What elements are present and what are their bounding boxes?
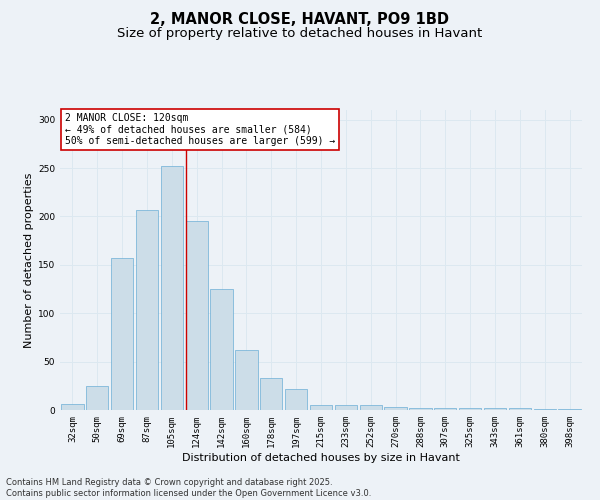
Bar: [235, 350, 257, 410]
Bar: [86, 386, 109, 410]
Text: 2, MANOR CLOSE, HAVANT, PO9 1BD: 2, MANOR CLOSE, HAVANT, PO9 1BD: [151, 12, 449, 28]
Bar: [434, 408, 457, 410]
Bar: [211, 289, 233, 410]
Bar: [61, 404, 83, 410]
X-axis label: Distribution of detached houses by size in Havant: Distribution of detached houses by size …: [182, 452, 460, 462]
Bar: [509, 408, 531, 410]
Y-axis label: Number of detached properties: Number of detached properties: [24, 172, 34, 348]
Text: 2 MANOR CLOSE: 120sqm
← 49% of detached houses are smaller (584)
50% of semi-det: 2 MANOR CLOSE: 120sqm ← 49% of detached …: [65, 113, 335, 146]
Bar: [385, 407, 407, 410]
Bar: [161, 166, 183, 410]
Bar: [533, 409, 556, 410]
Bar: [136, 210, 158, 410]
Text: Size of property relative to detached houses in Havant: Size of property relative to detached ho…: [118, 28, 482, 40]
Bar: [459, 408, 481, 410]
Bar: [260, 378, 283, 410]
Bar: [285, 388, 307, 410]
Bar: [310, 405, 332, 410]
Text: Contains HM Land Registry data © Crown copyright and database right 2025.
Contai: Contains HM Land Registry data © Crown c…: [6, 478, 371, 498]
Bar: [559, 409, 581, 410]
Bar: [359, 405, 382, 410]
Bar: [409, 408, 431, 410]
Bar: [185, 222, 208, 410]
Bar: [484, 408, 506, 410]
Bar: [335, 405, 357, 410]
Bar: [111, 258, 133, 410]
